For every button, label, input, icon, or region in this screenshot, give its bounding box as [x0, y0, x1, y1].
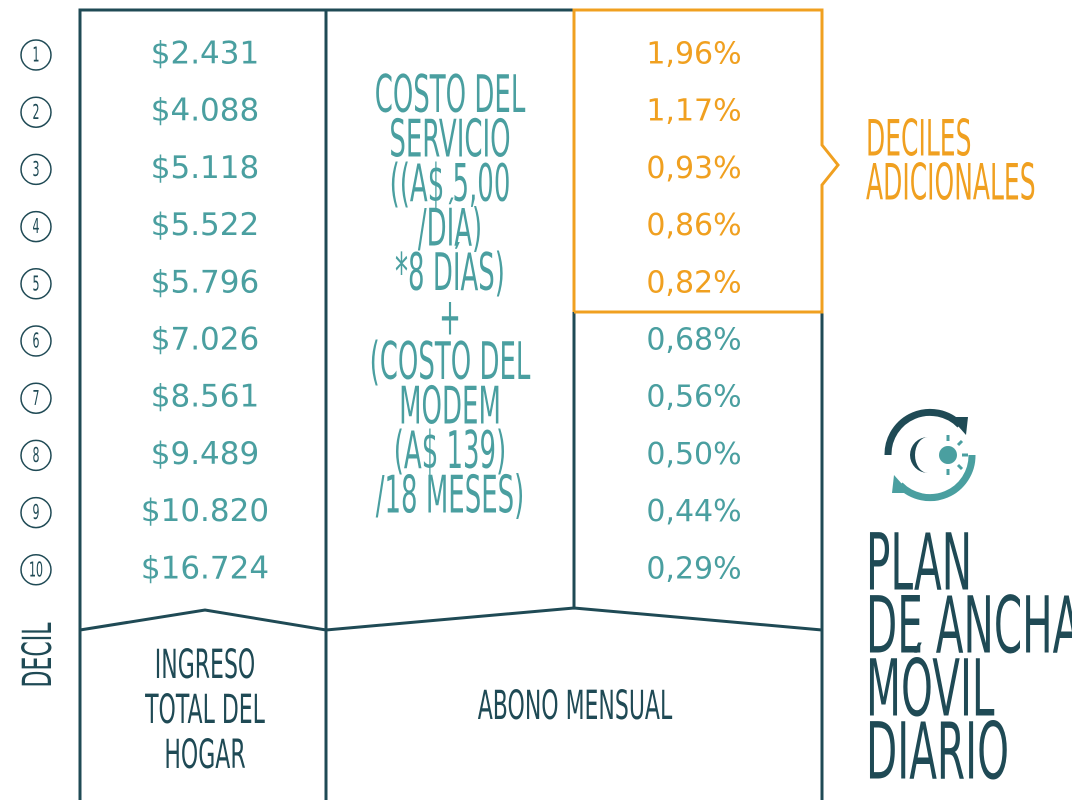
income-value: $5.522: [151, 207, 259, 243]
decile-number: 5: [33, 272, 40, 296]
percentage-value: 0,44%: [646, 494, 741, 529]
income-value: $8.561: [151, 379, 259, 415]
income-value: $16.724: [141, 550, 269, 586]
decile-number: 10: [29, 558, 43, 582]
callout-line: ADICIONALES: [866, 154, 1036, 212]
income-value: $4.088: [151, 93, 259, 129]
decile-number: 8: [33, 443, 40, 467]
decile-circle: [20, 210, 52, 243]
cost-formula-line: SERVICIO: [389, 108, 510, 169]
plan-icon: [884, 408, 976, 502]
income-value: $5.796: [151, 264, 259, 300]
decile-circle: [20, 554, 52, 586]
decile-number: 9: [33, 501, 40, 525]
decile-number: 7: [33, 386, 40, 410]
callout-line: DECILES: [866, 110, 971, 168]
decil-label: DECIL: [14, 623, 61, 688]
cost-formula-line: /18 MESES): [376, 464, 524, 525]
decile-circle: [20, 382, 52, 414]
decile-circle: [20, 39, 52, 71]
income-value: $2.431: [151, 36, 259, 72]
income-value: $5.118: [151, 150, 259, 186]
title-line: DE ANCHA: [866, 580, 1072, 672]
decile-number: 4: [33, 215, 40, 239]
decile-circle: [20, 268, 52, 300]
cost-formula-line: COSTO DEL: [375, 64, 526, 125]
decile-number: 6: [33, 329, 40, 353]
decile-circle: [20, 325, 52, 357]
decile-number: 1: [33, 43, 40, 67]
cost-formula-line: /DÍA): [418, 197, 482, 258]
decile-number: 2: [33, 100, 40, 124]
footer-income-line: INGRESO: [155, 641, 255, 688]
footer-income-line: HOGAR: [164, 731, 245, 778]
percentage-value: 0,86%: [646, 208, 741, 243]
title-line: DIARIO: [866, 706, 1009, 798]
percentage-value: 1,17%: [646, 94, 741, 129]
cost-formula-line: ((A$ 5,00: [390, 153, 511, 214]
footer-subscription: ABONO MENSUAL: [478, 682, 672, 729]
frame-left: [78, 8, 326, 800]
percentage-value: 1,96%: [646, 37, 741, 72]
income-value: $9.489: [151, 436, 259, 472]
percentage-value: 0,68%: [646, 323, 741, 358]
decile-number: 3: [33, 157, 40, 181]
percentage-value: 0,93%: [646, 151, 741, 186]
income-value: $7.026: [151, 322, 259, 358]
cost-formula-line: +: [439, 286, 461, 347]
title-line: MÓVIL: [866, 643, 995, 735]
percentage-value: 0,82%: [646, 265, 741, 300]
frame-middle: [324, 8, 574, 800]
percentage-value: 0,29%: [646, 551, 741, 586]
income-value: $10.820: [141, 493, 269, 529]
decile-circle: [20, 96, 52, 128]
percentage-value: 0,56%: [646, 380, 741, 415]
highlight-box: [572, 8, 840, 314]
decile-circle: [20, 439, 52, 472]
footer-income-line: TOTAL DEL: [144, 686, 265, 733]
cost-formula-line: *8 DÍAS): [395, 242, 505, 303]
cost-formula-line: (A$ 139): [394, 420, 506, 481]
footer-separator: [79, 606, 823, 632]
percentage-value: 0,50%: [646, 437, 741, 472]
cost-formula-line: MODEM: [399, 375, 501, 436]
cost-formula-line: (COSTO DEL: [370, 331, 531, 392]
decile-circle: [20, 496, 52, 529]
title-line: PLAN: [866, 517, 972, 609]
decile-circle: [20, 153, 52, 186]
